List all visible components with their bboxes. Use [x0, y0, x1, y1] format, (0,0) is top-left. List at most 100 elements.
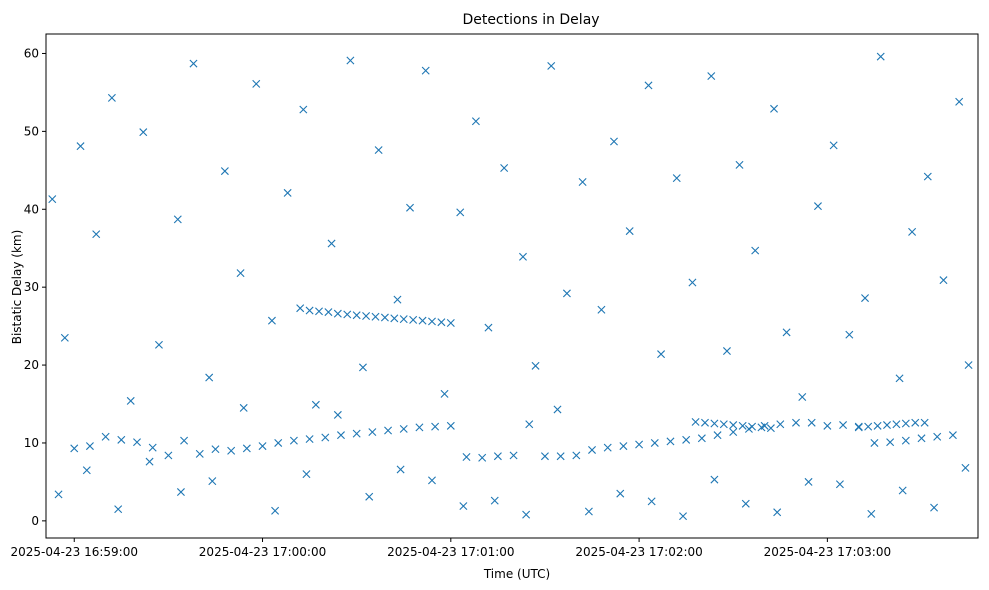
x-axis-label: Time (UTC): [483, 567, 550, 581]
data-point: [390, 314, 399, 323]
data-point: [509, 451, 518, 460]
data-point: [578, 178, 587, 186]
data-point: [471, 117, 480, 126]
data-point: [437, 318, 446, 327]
data-point: [180, 436, 189, 445]
data-point: [738, 421, 747, 430]
data-point: [895, 374, 904, 383]
data-point: [920, 418, 929, 427]
data-point: [173, 215, 182, 224]
x-tick-label: 2025-04-23 17:03:00: [764, 545, 891, 559]
data-point: [85, 442, 94, 451]
data-point: [923, 172, 932, 181]
data-point: [399, 424, 408, 433]
data-point: [682, 435, 691, 444]
data-point: [60, 333, 69, 342]
data-point: [901, 436, 910, 445]
data-point: [418, 316, 427, 325]
data-point: [773, 508, 782, 517]
data-point: [870, 438, 879, 447]
data-point: [597, 305, 606, 314]
data-point: [48, 195, 57, 204]
data-point: [406, 203, 415, 212]
data-point: [421, 66, 430, 75]
y-tick-label: 10: [24, 436, 39, 450]
data-point: [154, 340, 163, 349]
data-point: [211, 445, 220, 454]
data-point: [427, 317, 436, 326]
data-point: [647, 497, 656, 506]
data-point: [710, 475, 719, 484]
data-point: [336, 431, 345, 440]
data-point: [456, 208, 465, 217]
data-point: [911, 418, 920, 427]
data-point: [358, 363, 367, 372]
data-point: [189, 59, 198, 68]
data-point: [315, 307, 323, 316]
data-point: [883, 421, 891, 430]
x-axis-ticks: 2025-04-23 16:59:00 2025-04-23 17:00:00 20…: [11, 538, 891, 559]
data-point: [782, 328, 791, 337]
data-point: [901, 419, 910, 428]
data-point: [886, 438, 895, 447]
data-point: [305, 306, 314, 315]
data-point: [635, 440, 644, 449]
data-point: [619, 442, 628, 451]
data-point: [603, 443, 612, 452]
data-point: [299, 105, 308, 114]
data-point: [719, 420, 728, 429]
data-point: [267, 316, 276, 325]
y-axis-ticks: 0 10 20 30 40 50 60: [24, 46, 46, 528]
data-point: [707, 72, 716, 81]
data-point: [798, 393, 807, 401]
data-point: [845, 330, 854, 339]
y-tick-label: 20: [24, 358, 39, 372]
data-point: [644, 81, 653, 90]
data-point: [939, 276, 948, 285]
data-point: [867, 509, 876, 518]
data-point: [101, 432, 110, 441]
data-point: [873, 421, 882, 430]
data-point: [729, 428, 738, 437]
data-point: [735, 160, 744, 169]
data-point: [446, 421, 455, 430]
data-point: [164, 451, 173, 460]
y-tick-label: 0: [31, 514, 39, 528]
data-point: [446, 319, 455, 327]
data-point: [305, 435, 314, 444]
data-point: [933, 432, 942, 441]
data-point: [757, 423, 766, 432]
data-point: [713, 431, 722, 440]
y-tick-label: 40: [24, 202, 39, 216]
data-point: [148, 443, 157, 452]
data-point: [776, 420, 785, 429]
data-point: [114, 505, 123, 514]
data-point: [823, 421, 832, 430]
data-point: [588, 445, 597, 454]
data-point: [701, 418, 709, 427]
y-axis-label: Bistatic Delay (km): [10, 230, 24, 345]
x-tick-label: 2025-04-23 17:01:00: [387, 545, 514, 559]
data-point: [562, 289, 571, 298]
data-point: [948, 431, 957, 440]
data-point: [500, 163, 509, 172]
data-point: [321, 433, 330, 442]
data-point: [242, 444, 251, 453]
data-point: [964, 361, 973, 370]
data-point: [584, 507, 593, 516]
data-point: [688, 278, 697, 287]
data-point: [409, 315, 418, 324]
data-point: [258, 442, 267, 451]
data-point: [697, 434, 706, 443]
data-point: [751, 246, 760, 255]
data-point: [854, 423, 863, 432]
data-point: [252, 79, 261, 88]
data-point: [145, 457, 154, 466]
data-point: [327, 239, 336, 248]
data-point: [710, 419, 719, 428]
data-point: [311, 400, 320, 409]
data-point: [804, 477, 813, 486]
data-point: [139, 128, 148, 137]
plot-area: [45, 33, 979, 539]
